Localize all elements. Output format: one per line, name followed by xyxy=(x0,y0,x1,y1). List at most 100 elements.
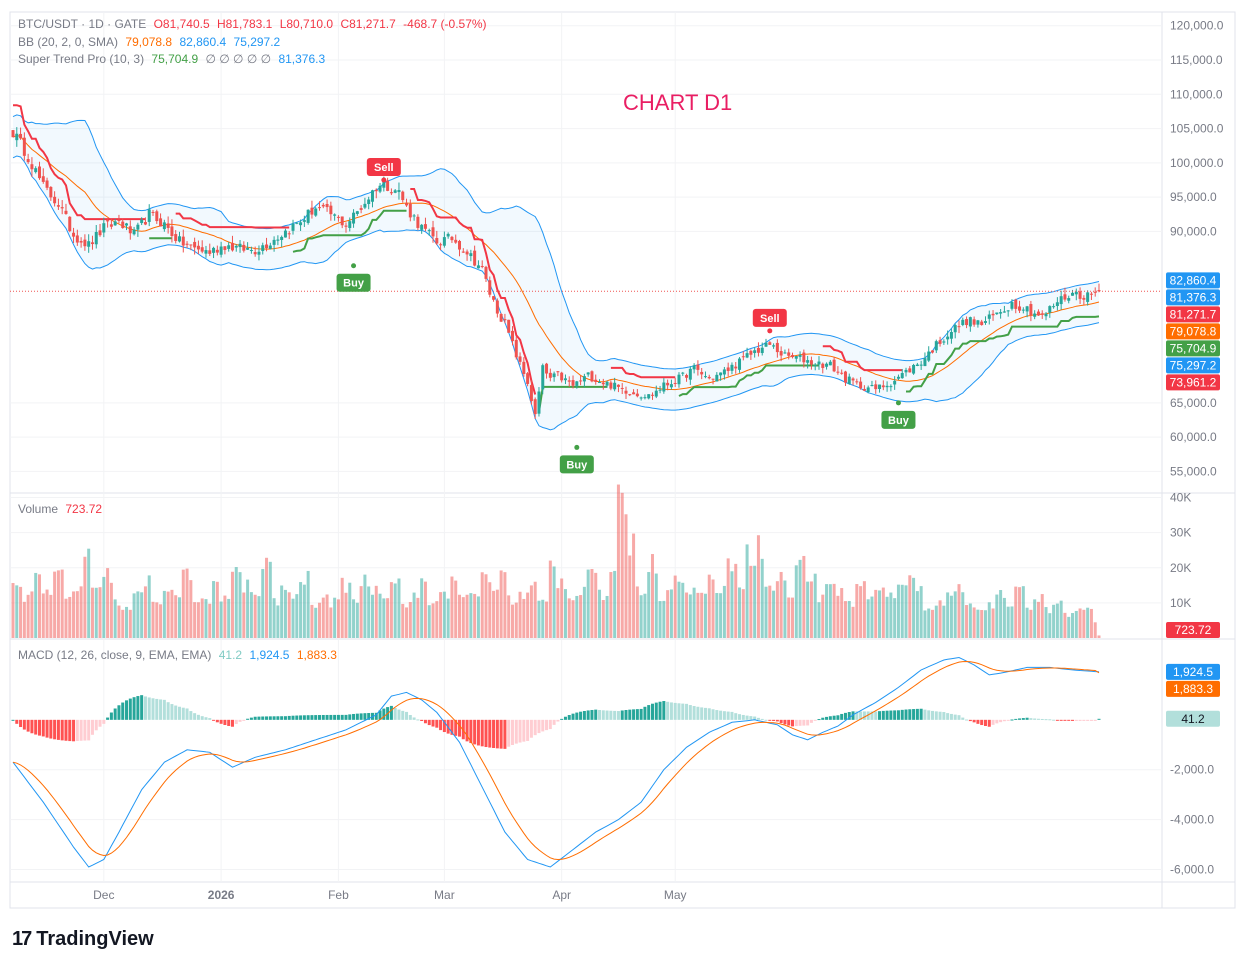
supertrend-legend[interactable]: Super Trend Pro (10, 3) 75,704.9 ∅ ∅ ∅ ∅… xyxy=(18,52,329,66)
macd-histogram-bar xyxy=(174,705,178,720)
macd-histogram-bar xyxy=(181,707,185,720)
macd-histogram-bar xyxy=(15,719,19,724)
candle-body xyxy=(454,239,458,243)
ohlc-change: -468.7 (-0.57%) xyxy=(403,17,487,31)
volume-bar xyxy=(749,565,753,638)
volume-bar xyxy=(719,593,723,638)
supertrend-down-line xyxy=(410,188,537,395)
volume-tick-label: 10K xyxy=(1170,596,1191,610)
macd-histogram-bar xyxy=(613,710,617,720)
candle-body xyxy=(458,240,462,250)
candle-body xyxy=(162,222,166,230)
macd-histogram-bar xyxy=(885,710,889,720)
volume-bar xyxy=(590,569,594,638)
candle-body xyxy=(972,319,976,325)
macd-histogram-bar xyxy=(238,719,242,722)
macd-histogram-bar xyxy=(1067,719,1071,721)
volume-bar xyxy=(185,568,189,638)
macd-histogram-bar xyxy=(790,719,794,727)
volume-bar xyxy=(291,598,295,638)
volume-bar xyxy=(19,586,23,638)
macd-histogram-bar xyxy=(912,709,916,720)
candle-body xyxy=(832,359,836,372)
macd-histogram-bar xyxy=(563,716,567,720)
candle-body xyxy=(238,243,242,248)
volume-tick-label: 30K xyxy=(1170,526,1191,540)
candle-body xyxy=(291,223,295,231)
macd-histogram-bar xyxy=(961,717,965,720)
macd-histogram-bar xyxy=(1048,719,1052,721)
macd-histogram-bar xyxy=(1040,718,1044,720)
candle-body xyxy=(745,353,749,358)
candle-body xyxy=(295,222,299,224)
volume-bar xyxy=(586,569,590,638)
volume-bar xyxy=(401,603,405,638)
macd-histogram-bar xyxy=(261,716,265,720)
volume-bar xyxy=(1097,635,1101,638)
volume-bar xyxy=(155,602,159,638)
macd-histogram-bar xyxy=(151,698,155,720)
candle-body xyxy=(174,234,178,241)
volume-bar xyxy=(730,571,734,638)
macd-histogram-bar xyxy=(22,719,26,730)
signal-label: Buy xyxy=(343,278,365,290)
volume-bar xyxy=(787,597,791,638)
volume-legend[interactable]: Volume 723.72 xyxy=(18,502,106,516)
candle-body xyxy=(613,382,617,390)
candle-body xyxy=(658,389,662,391)
volume-bar xyxy=(741,589,745,638)
macd-histogram-bar xyxy=(367,713,371,720)
candle-body xyxy=(420,224,424,230)
candle-body xyxy=(1036,311,1040,316)
bb-legend[interactable]: BB (20, 2, 0, SMA) 79,078.8 82,860.4 75,… xyxy=(18,35,284,49)
volume-bar xyxy=(370,594,374,638)
macd-histogram-bar xyxy=(125,700,129,720)
axis-marker-bg xyxy=(1166,306,1220,323)
macd-histogram-bar xyxy=(983,719,987,726)
price-tick-label: 90,000.0 xyxy=(1170,224,1217,238)
volume-bar xyxy=(177,597,181,638)
macd-histogram-bar xyxy=(321,714,325,720)
volume-bar xyxy=(382,598,386,638)
macd-histogram-bar xyxy=(840,713,844,720)
candle-body xyxy=(408,203,412,218)
volume-bar xyxy=(215,581,219,638)
volume-bar xyxy=(828,584,832,638)
macd-histogram-bar xyxy=(855,711,859,720)
macd-histogram-bar xyxy=(196,714,200,720)
tradingview-logo[interactable]: 17 TradingView xyxy=(12,928,154,951)
volume-bar xyxy=(1055,603,1059,638)
candle-body xyxy=(904,369,908,373)
macd-histogram-bar xyxy=(726,711,730,720)
volume-bar xyxy=(601,600,605,638)
candle-body xyxy=(590,371,594,382)
candle-body xyxy=(957,326,961,328)
volume-bar xyxy=(1063,612,1067,638)
sell-signal: Sell xyxy=(752,308,787,334)
candle-body xyxy=(533,399,537,415)
volume-bar xyxy=(624,514,628,638)
macd-histogram-bar xyxy=(1033,718,1037,720)
volume-bar xyxy=(571,600,575,638)
candle-body xyxy=(355,211,359,214)
candle-body xyxy=(1089,293,1093,295)
candle-body xyxy=(616,384,620,387)
candle-body xyxy=(68,216,72,232)
macd-legend[interactable]: MACD (12, 26, close, 9, EMA, EMA) 41.2 1… xyxy=(18,648,341,662)
macd-histogram-bar xyxy=(507,719,511,747)
candle-body xyxy=(647,394,651,399)
volume-bar xyxy=(673,575,677,638)
macd-histogram-bar xyxy=(272,716,276,720)
volume-bar xyxy=(386,598,390,638)
supertrend-label: Super Trend Pro (10, 3) xyxy=(18,52,145,66)
candle-body xyxy=(75,235,79,243)
macd-histogram-bar xyxy=(931,710,935,720)
sell-signal: Sell xyxy=(366,158,401,183)
volume-bar xyxy=(707,574,711,638)
macd-histogram-bar xyxy=(53,719,57,740)
macd-axis-marker: 41.2 xyxy=(1166,710,1220,727)
volume-bar xyxy=(431,603,435,638)
volume-bar xyxy=(393,583,397,638)
volume-bar xyxy=(488,582,492,638)
